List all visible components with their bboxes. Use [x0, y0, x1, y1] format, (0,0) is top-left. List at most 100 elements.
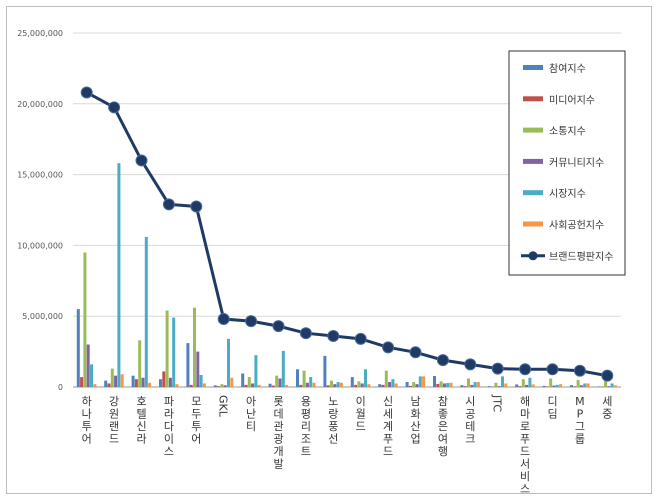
- bar: [597, 386, 601, 387]
- bar: [339, 382, 343, 387]
- bar: [275, 375, 279, 387]
- bar: [391, 379, 395, 387]
- bar: [350, 377, 354, 387]
- bar: [120, 374, 124, 387]
- bar: [476, 382, 480, 387]
- bar: [217, 386, 221, 387]
- x-axis: 하 나 투 어 강 원 랜 드 호 텔 신 라 파 라 다 이 스 모 두 투 어 GKL 아 난 티 롯 데 관 광 개 발 용 평 리 조 트 노 랑…: [82, 394, 613, 495]
- bar: [336, 382, 340, 387]
- bar: [220, 384, 224, 387]
- bar: [460, 385, 464, 387]
- bar: [199, 374, 203, 387]
- bar: [172, 317, 176, 387]
- bar: [330, 380, 333, 387]
- bar: [501, 376, 504, 387]
- bar: [583, 383, 587, 387]
- bar: [268, 383, 272, 387]
- bar: [223, 385, 227, 387]
- bar: [494, 382, 498, 387]
- bar: [241, 373, 245, 387]
- bar: [227, 338, 230, 387]
- bar: [186, 343, 190, 387]
- line-point: [217, 313, 230, 326]
- bar: [408, 385, 412, 387]
- bar: [367, 384, 371, 387]
- bar: [257, 384, 261, 387]
- bar: [446, 383, 450, 387]
- legend-swatch: [523, 127, 543, 133]
- bar: [90, 364, 93, 387]
- bar: [412, 382, 416, 387]
- bar: [542, 385, 546, 387]
- bar: [394, 383, 398, 387]
- line-point: [519, 363, 532, 376]
- bar: [251, 383, 255, 387]
- bar: [487, 386, 491, 387]
- line-point: [162, 198, 175, 211]
- bar: [131, 375, 135, 387]
- bar: [168, 377, 172, 387]
- line-point: [299, 327, 312, 340]
- legend-label: 소통지수: [549, 126, 586, 138]
- bar: [360, 383, 364, 387]
- legend-label: 사회공헌지수: [549, 220, 604, 232]
- bar: [162, 371, 166, 387]
- bar: [285, 384, 289, 387]
- chart-frame: 0 5,000,000 10,000,000 15,000,000 20,000,000…: [6, 6, 652, 495]
- bar: [570, 385, 573, 387]
- bar: [80, 377, 84, 387]
- y-tick-label: 0: [58, 383, 63, 392]
- line-point: [409, 346, 422, 359]
- legend-swatch: [523, 96, 543, 102]
- y-axis: 0 5,000,000 10,000,000 15,000,000 20,000,000…: [17, 29, 63, 392]
- bar: [378, 384, 382, 387]
- bar: [449, 382, 453, 387]
- bar: [114, 375, 118, 387]
- line-point: [601, 369, 614, 382]
- bar: [473, 382, 477, 387]
- bar: [388, 382, 392, 387]
- bar: [545, 386, 549, 387]
- bar: [357, 381, 361, 387]
- bar: [333, 384, 337, 387]
- line-point: [190, 200, 203, 213]
- bar: [491, 386, 495, 388]
- bar: [76, 309, 80, 387]
- legend-label: 커뮤니티지수: [549, 157, 604, 169]
- line-point: [135, 154, 148, 167]
- bar: [309, 377, 313, 387]
- legend-swatch: [523, 221, 543, 227]
- line-point: [573, 364, 586, 377]
- line-point: [491, 362, 504, 375]
- bar: [230, 377, 234, 387]
- bar: [613, 385, 617, 387]
- bar: [281, 350, 285, 387]
- brand-reputation-chart: 0 5,000,000 10,000,000 15,000,000 20,000,000…: [17, 29, 626, 495]
- legend-swatch: [523, 190, 543, 196]
- bar: [549, 378, 553, 387]
- legend-marker: [528, 251, 538, 261]
- bar: [323, 355, 327, 387]
- bar: [467, 378, 470, 387]
- bar: [278, 378, 282, 387]
- bar: [254, 355, 258, 387]
- bar: [107, 383, 111, 387]
- legend-swatch: [523, 65, 543, 70]
- bar: [552, 385, 556, 387]
- bar: [144, 236, 148, 387]
- bar: [463, 386, 467, 387]
- bar: [531, 384, 535, 387]
- bar: [439, 381, 443, 387]
- y-tick-label: 15,000,000: [17, 171, 63, 180]
- bar: [148, 382, 152, 387]
- bar: [433, 375, 436, 387]
